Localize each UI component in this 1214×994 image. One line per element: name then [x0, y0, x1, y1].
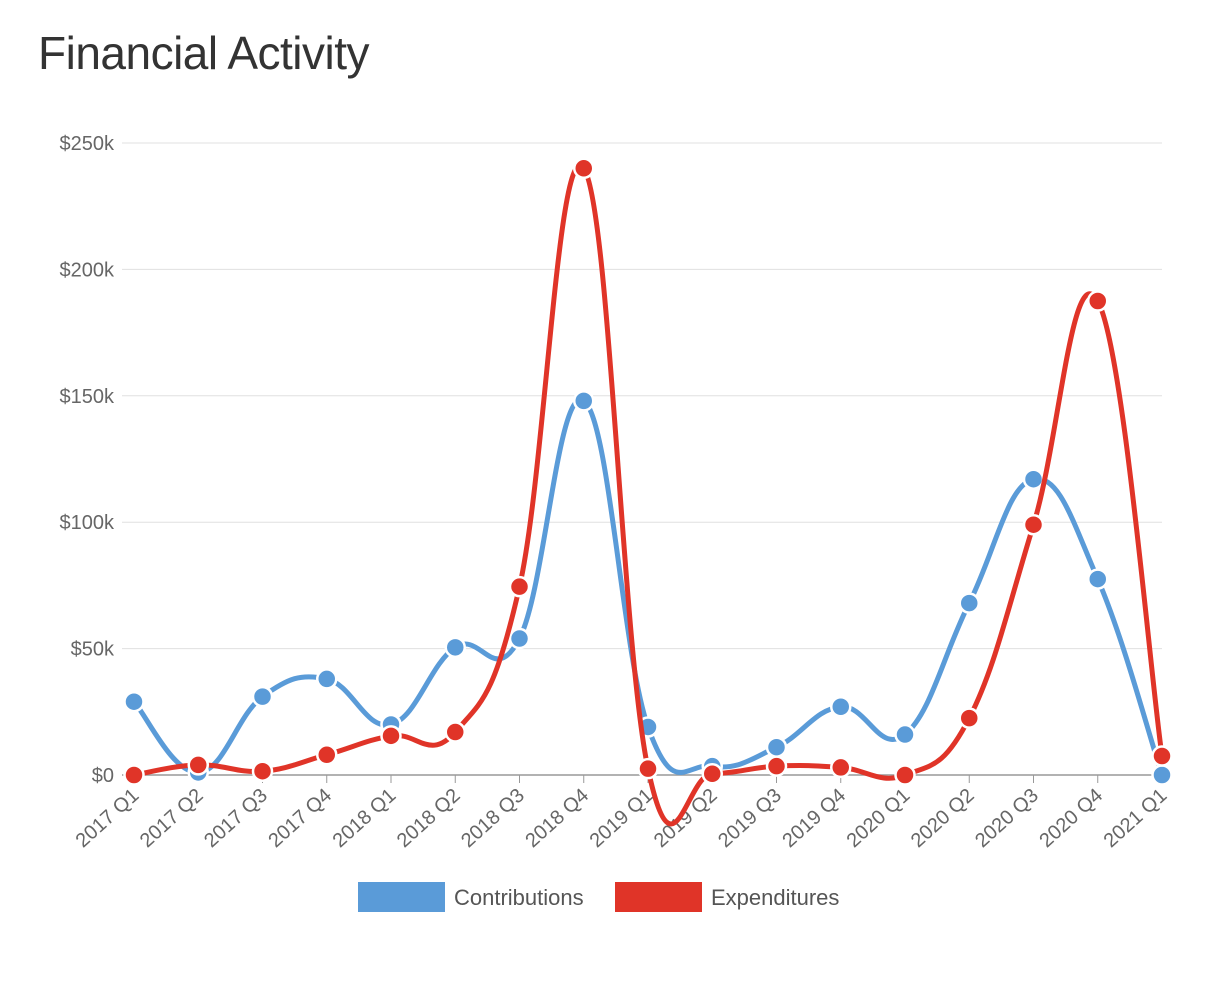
data-point — [123, 764, 145, 786]
data-point — [1022, 468, 1045, 490]
legend-swatch — [615, 882, 702, 912]
data-point — [1151, 764, 1173, 786]
x-tick-label: 2018 Q1 — [329, 784, 401, 852]
y-tick-label: $0 — [92, 765, 114, 787]
x-tick-label: 2018 Q2 — [393, 784, 465, 852]
data-point — [830, 695, 852, 718]
data-point — [380, 725, 402, 747]
data-point — [894, 723, 916, 746]
x-tick-label: 2020 Q4 — [1035, 784, 1107, 852]
y-tick-label: $250k — [60, 133, 115, 155]
x-tick-label: 2020 Q3 — [971, 784, 1043, 852]
y-tick-label: $150k — [60, 386, 115, 408]
data-point — [251, 685, 274, 708]
grid-lines — [122, 142, 1162, 776]
y-tick-label: $100k — [60, 512, 115, 534]
data-point — [958, 592, 980, 614]
data-point — [316, 744, 338, 766]
legend-label: Contributions — [454, 885, 584, 910]
x-tick-label: 2020 Q1 — [843, 784, 915, 852]
x-tick-label: 2019 Q3 — [714, 784, 786, 852]
y-axis-ticks: $0 $50k $100k $150k $200k $250k — [60, 133, 115, 787]
x-tick-label: 2019 Q4 — [778, 784, 850, 852]
x-tick-label: 2019 Q2 — [650, 784, 722, 852]
data-point — [765, 736, 788, 758]
chart-title: Financial Activity — [38, 27, 370, 79]
x-tick-label: 2017 Q3 — [200, 784, 272, 852]
x-tick-label: 2017 Q2 — [136, 784, 208, 852]
legend-swatch — [358, 882, 445, 912]
data-point — [316, 668, 338, 690]
x-tick-label: 2017 Q4 — [264, 784, 336, 852]
legend-label: Expenditures — [711, 885, 839, 910]
y-tick-label: $200k — [60, 259, 115, 281]
data-point — [573, 157, 595, 180]
data-point — [1087, 290, 1109, 312]
data-point — [573, 390, 595, 412]
data-point — [444, 636, 466, 659]
data-point — [765, 755, 788, 777]
x-tick-label: 2017 Q1 — [72, 784, 144, 852]
x-tick-label: 2018 Q4 — [521, 784, 593, 852]
x-tick-label: 2019 Q1 — [586, 784, 658, 852]
data-point — [508, 627, 531, 650]
data-point — [1087, 568, 1109, 590]
series-layer — [123, 157, 1173, 827]
data-point — [894, 764, 916, 786]
legend: Contributions Expenditures — [358, 882, 839, 912]
data-point — [701, 762, 723, 785]
data-point — [508, 575, 531, 598]
series-expenditures — [123, 157, 1173, 827]
data-point — [444, 721, 466, 743]
x-tick-label: 2020 Q2 — [907, 784, 979, 852]
data-point — [123, 690, 145, 713]
data-point — [251, 760, 274, 782]
y-tick-label: $50k — [71, 639, 115, 661]
x-tick-label: 2018 Q3 — [457, 784, 529, 852]
x-tick-label: 2021 Q1 — [1100, 784, 1172, 852]
data-point — [1022, 513, 1045, 536]
data-point — [830, 756, 852, 779]
data-point — [958, 707, 980, 729]
data-point — [1151, 745, 1173, 767]
data-point — [637, 757, 659, 780]
data-point — [187, 754, 209, 776]
